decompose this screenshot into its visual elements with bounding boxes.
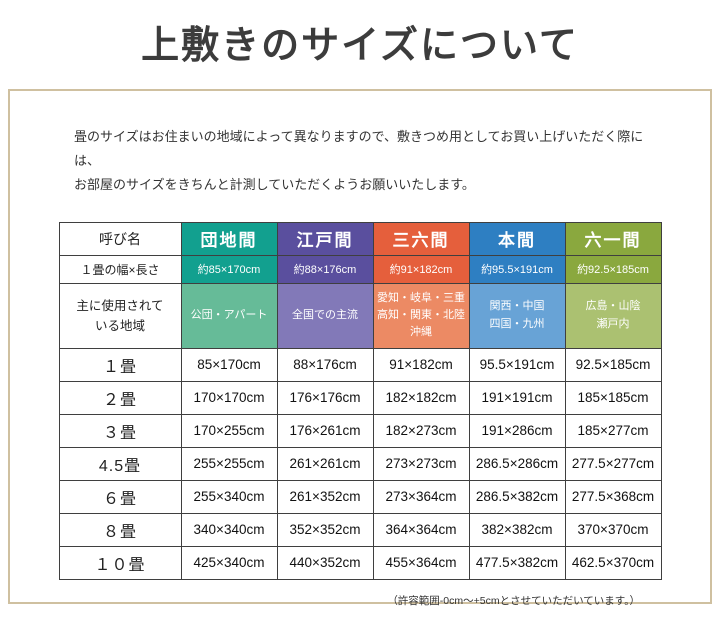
size-cell: 182×273cm — [372, 413, 470, 448]
mat-count-label: ８畳 — [58, 512, 182, 547]
size-cell: 95.5×191cm — [468, 347, 566, 382]
unit-size-cell: 約92.5×185cm — [564, 254, 662, 284]
size-cell: 91×182cm — [372, 347, 470, 382]
size-cell: 277.5×368cm — [564, 479, 662, 514]
size-cell: 255×340cm — [180, 479, 278, 514]
page-title: 上敷きのサイズについて — [141, 25, 579, 67]
size-cell: 440×352cm — [276, 545, 374, 580]
size-cell: 273×273cm — [372, 446, 470, 481]
unit-size-cell: 約91×182cm — [372, 254, 470, 284]
size-cell: 185×185cm — [564, 380, 662, 415]
intro-line-1: 畳のサイズはお住まいの地域によって異なりますので、敷きつめ用としてお買い上げいた… — [74, 129, 644, 169]
table-row: ６畳 255×340cm 261×352cm 273×364cm 286.5×3… — [58, 479, 662, 514]
table-row: ２畳 170×170cm 176×176cm 182×182cm 191×191… — [58, 380, 662, 415]
size-cell: 185×277cm — [564, 413, 662, 448]
size-table: 呼び名 団地間 江戸間 三六間 本間 六一間 １畳の幅×長さ 約85×170cm… — [58, 221, 662, 580]
size-cell: 340×340cm — [180, 512, 278, 547]
size-cell: 85×170cm — [180, 347, 278, 382]
size-cell: 88×176cm — [276, 347, 374, 382]
table-row: １畳 85×170cm 88×176cm 91×182cm 95.5×191cm… — [58, 347, 662, 382]
region-cell: 愛知・岐阜・三重 高知・関東・北陸 沖縄 — [372, 282, 470, 349]
column-header-honma: 本間 — [468, 221, 566, 256]
region-cell: 公団・アパート — [180, 282, 278, 349]
column-header-edoma: 江戸間 — [276, 221, 374, 256]
size-row-label: １畳の幅×長さ — [58, 254, 182, 284]
table-row: １０畳 425×340cm 440×352cm 455×364cm 477.5×… — [58, 545, 662, 580]
mat-count-label: ２畳 — [58, 380, 182, 415]
size-cell: 261×261cm — [276, 446, 374, 481]
size-cell: 255×255cm — [180, 446, 278, 481]
footnote: （許容範囲-0cm～+5cmとさせていただいています。） — [387, 594, 640, 607]
size-cell: 191×286cm — [468, 413, 566, 448]
size-cell: 425×340cm — [180, 545, 278, 580]
size-cell: 92.5×185cm — [564, 347, 662, 382]
column-header-danchima: 団地間 — [180, 221, 278, 256]
size-cell: 286.5×382cm — [468, 479, 566, 514]
column-header-sanrokuma: 三六間 — [372, 221, 470, 256]
corner-label: 呼び名 — [58, 221, 182, 256]
size-cell: 455×364cm — [372, 545, 470, 580]
region-cell: 関西・中国 四国・九州 — [468, 282, 566, 349]
size-cell: 286.5×286cm — [468, 446, 566, 481]
unit-size-cell: 約95.5×191cm — [468, 254, 566, 284]
mat-count-label: ３畳 — [58, 413, 182, 448]
mat-count-label: 4.5畳 — [58, 446, 182, 481]
size-cell: 261×352cm — [276, 479, 374, 514]
region-row: 主に使用されて いる地域 公団・アパート 全国での主流 愛知・岐阜・三重 高知・… — [58, 282, 662, 349]
intro-line-2: お部屋のサイズをきちんと計測していただくようお願いいたします。 — [74, 177, 475, 193]
size-cell: 176×176cm — [276, 380, 374, 415]
size-cell: 170×255cm — [180, 413, 278, 448]
size-cell: 182×182cm — [372, 380, 470, 415]
size-cell: 370×370cm — [564, 512, 662, 547]
size-cell: 352×352cm — [276, 512, 374, 547]
unit-size-cell: 約88×176cm — [276, 254, 374, 284]
mat-count-label: １０畳 — [58, 545, 182, 580]
intro-text: 畳のサイズはお住まいの地域によって異なりますので、敷きつめ用としてお買い上げいた… — [74, 125, 646, 197]
table-row: 4.5畳 255×255cm 261×261cm 273×273cm 286.5… — [58, 446, 662, 481]
size-cell: 364×364cm — [372, 512, 470, 547]
size-cell: 170×170cm — [180, 380, 278, 415]
size-cell: 477.5×382cm — [468, 545, 566, 580]
unit-size-row: １畳の幅×長さ 約85×170cm 約88×176cm 約91×182cm 約9… — [58, 254, 662, 284]
unit-size-cell: 約85×170cm — [180, 254, 278, 284]
region-cell: 全国での主流 — [276, 282, 374, 349]
region-row-label: 主に使用されて いる地域 — [58, 282, 182, 349]
content-box: 畳のサイズはお住まいの地域によって異なりますので、敷きつめ用としてお買い上げいた… — [8, 89, 712, 607]
mat-count-label: １畳 — [58, 347, 182, 382]
column-header-rokuichima: 六一間 — [564, 221, 662, 256]
size-cell: 462.5×370cm — [564, 545, 662, 580]
header-row: 呼び名 団地間 江戸間 三六間 本間 六一間 — [58, 221, 662, 256]
size-cell: 191×191cm — [468, 380, 566, 415]
table-row: ８畳 340×340cm 352×352cm 364×364cm 382×382… — [58, 512, 662, 547]
table-row: ３畳 170×255cm 176×261cm 182×273cm 191×286… — [58, 413, 662, 448]
size-cell: 273×364cm — [372, 479, 470, 514]
size-cell: 382×382cm — [468, 512, 566, 547]
size-cell: 277.5×277cm — [564, 446, 662, 481]
mat-count-label: ６畳 — [58, 479, 182, 514]
region-cell: 広島・山陰 瀬戸内 — [564, 282, 662, 349]
size-cell: 176×261cm — [276, 413, 374, 448]
